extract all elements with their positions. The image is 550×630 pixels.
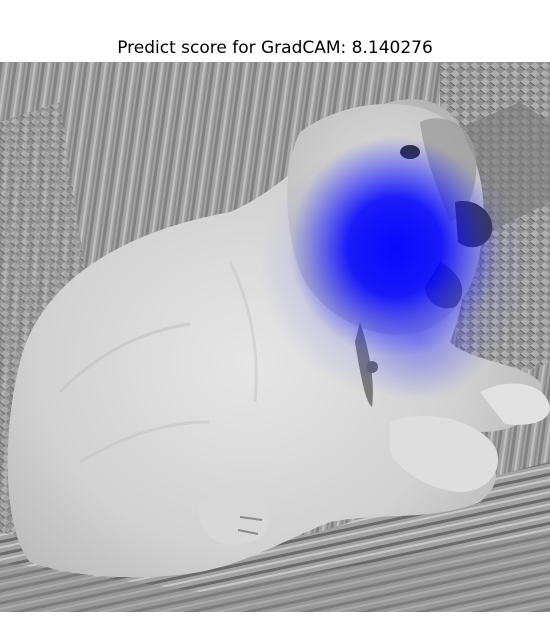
gradcam-photo <box>0 62 550 612</box>
gradcam-image <box>0 62 550 612</box>
figure-title: Predict score for GradCAM: 8.140276 <box>117 38 433 58</box>
